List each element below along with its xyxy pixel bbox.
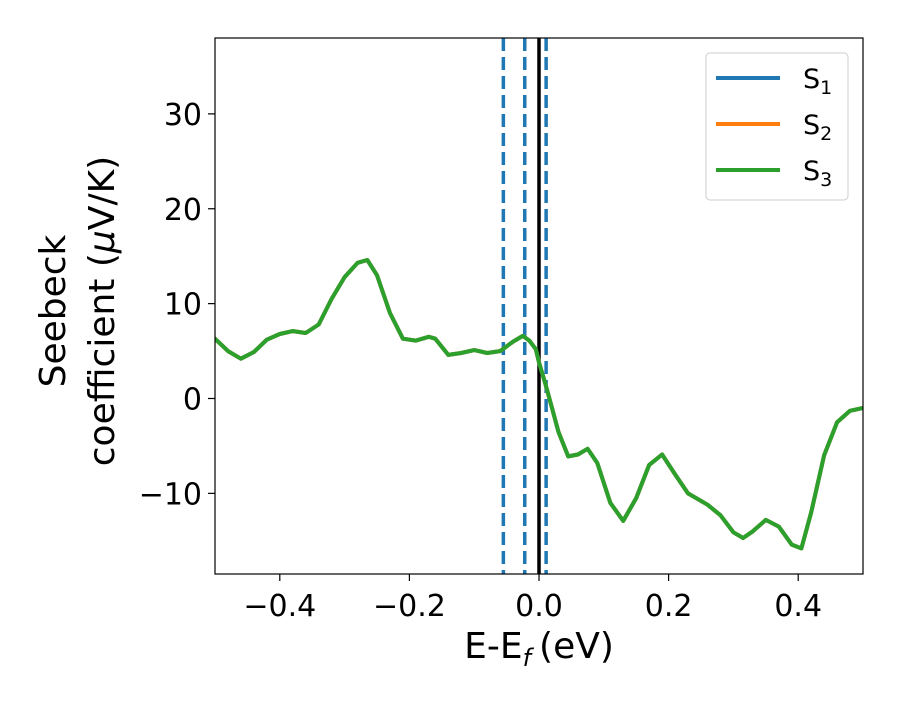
x-tick-label: 0.2: [645, 589, 693, 624]
y-axis-label-prefix: coefficient (: [82, 253, 123, 466]
legend-box: [705, 52, 849, 201]
y-axis-label-mu: μ: [82, 230, 123, 254]
legend-entries: S1 S2 S3: [716, 64, 832, 191]
series-lines: [215, 258, 863, 551]
y-axis-ticks: −10 0 10 20 30: [139, 98, 215, 512]
x-axis-ticks: −0.4 −0.2 0.0 0.2 0.4: [243, 574, 822, 624]
y-axis-label-line1: Seebeck: [33, 234, 74, 387]
x-tick-label: 0.0: [515, 589, 563, 624]
x-tick-label: −0.4: [243, 589, 316, 624]
x-axis-label-main: E-E: [464, 626, 522, 667]
y-tick-label: 10: [164, 288, 202, 323]
y-axis-label-line2: coefficient (μV/K): [82, 156, 123, 466]
series-line-s3: [215, 258, 863, 551]
y-axis-label-unit: V/K): [82, 156, 123, 230]
legend-label-s1: S1: [803, 64, 832, 99]
x-tick-label: −0.2: [373, 589, 446, 624]
y-tick-label: 30: [164, 98, 202, 133]
y-tick-label: −10: [139, 477, 202, 512]
legend: S1 S2 S3: [705, 52, 849, 201]
y-tick-label: 20: [164, 193, 202, 228]
x-axis-label: E-Ef (eV): [464, 626, 614, 672]
x-tick-label: 0.4: [774, 589, 822, 624]
legend-label-s3: S3: [803, 156, 832, 191]
legend-label-s2: S2: [803, 110, 832, 145]
y-tick-label: 0: [183, 382, 202, 417]
reference-lines: [501, 38, 548, 574]
x-axis-label-unit: (eV): [539, 626, 614, 667]
